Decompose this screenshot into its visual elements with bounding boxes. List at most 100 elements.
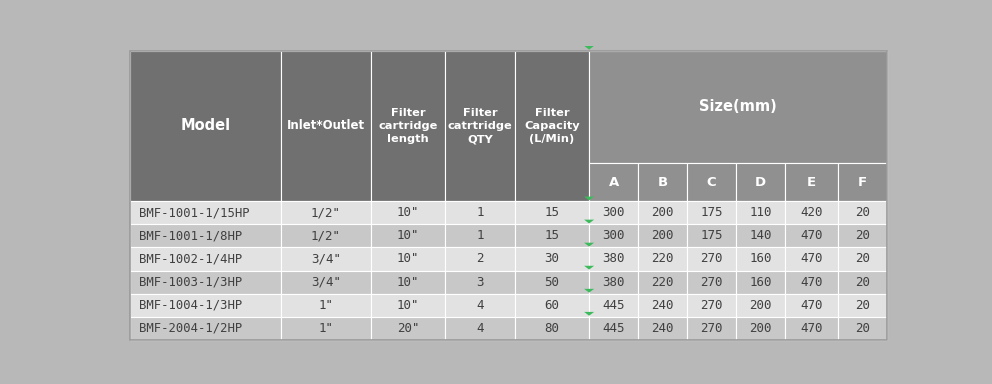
Bar	[445, 201, 515, 224]
Text: 175: 175	[700, 229, 723, 242]
Text: 1: 1	[476, 206, 484, 219]
Polygon shape	[584, 46, 594, 50]
Text: 60: 60	[545, 299, 559, 311]
Bar	[687, 317, 736, 340]
Text: 220: 220	[652, 252, 674, 265]
Bar	[445, 224, 515, 247]
Text: 470: 470	[801, 229, 822, 242]
Bar	[736, 201, 786, 224]
Text: 470: 470	[801, 276, 822, 288]
Bar	[130, 270, 281, 293]
Bar	[445, 270, 515, 293]
Text: 470: 470	[801, 299, 822, 311]
Bar	[589, 317, 638, 340]
Bar	[515, 224, 589, 247]
Text: BMF-1004-1/3HP: BMF-1004-1/3HP	[139, 299, 242, 311]
Bar	[445, 51, 515, 201]
Bar	[736, 224, 786, 247]
Text: 200: 200	[750, 322, 772, 335]
Text: D: D	[755, 175, 766, 189]
Text: 10": 10"	[397, 206, 420, 219]
Bar	[638, 317, 687, 340]
Text: Inlet*Outlet: Inlet*Outlet	[287, 119, 365, 132]
Text: 220: 220	[652, 276, 674, 288]
Bar	[589, 293, 638, 317]
Text: 270: 270	[700, 322, 723, 335]
Polygon shape	[584, 220, 594, 223]
Bar	[130, 51, 281, 201]
Text: 240: 240	[652, 322, 674, 335]
Bar	[515, 317, 589, 340]
Bar	[130, 317, 281, 340]
Bar	[786, 270, 837, 293]
Text: 4: 4	[476, 322, 484, 335]
Text: Filter
cartridge
length: Filter cartridge length	[379, 108, 437, 144]
Bar	[515, 51, 589, 201]
Text: 30: 30	[545, 252, 559, 265]
Text: 240: 240	[652, 299, 674, 311]
Text: 50: 50	[545, 276, 559, 288]
Bar	[130, 224, 281, 247]
Bar	[130, 247, 281, 270]
Text: 270: 270	[700, 276, 723, 288]
Polygon shape	[584, 266, 594, 270]
Text: 470: 470	[801, 322, 822, 335]
Bar	[371, 317, 445, 340]
Bar	[281, 224, 371, 247]
Text: 160: 160	[750, 276, 772, 288]
Bar	[589, 201, 638, 224]
Bar	[371, 293, 445, 317]
Text: 10": 10"	[397, 252, 420, 265]
Text: 300: 300	[602, 206, 625, 219]
Bar	[687, 293, 736, 317]
Text: 1/2": 1/2"	[310, 206, 341, 219]
Text: F: F	[857, 175, 867, 189]
Bar	[589, 270, 638, 293]
Text: 140: 140	[750, 229, 772, 242]
Bar	[638, 201, 687, 224]
Text: Size(mm): Size(mm)	[699, 99, 777, 114]
Text: BMF-1002-1/4HP: BMF-1002-1/4HP	[139, 252, 242, 265]
Bar	[515, 247, 589, 270]
Bar	[130, 201, 281, 224]
Text: 20: 20	[855, 206, 870, 219]
Bar	[445, 317, 515, 340]
Text: 175: 175	[700, 206, 723, 219]
Text: 10": 10"	[397, 276, 420, 288]
Text: 4: 4	[476, 299, 484, 311]
Polygon shape	[584, 243, 594, 247]
Bar	[638, 293, 687, 317]
Bar	[687, 224, 736, 247]
Text: 445: 445	[602, 322, 625, 335]
Text: 420: 420	[801, 206, 822, 219]
Bar	[515, 270, 589, 293]
Polygon shape	[584, 289, 594, 293]
Text: 20: 20	[855, 276, 870, 288]
Text: 270: 270	[700, 299, 723, 311]
Bar	[371, 224, 445, 247]
Bar	[371, 201, 445, 224]
Text: 160: 160	[750, 252, 772, 265]
Bar	[786, 224, 837, 247]
Bar	[786, 293, 837, 317]
Text: 20": 20"	[397, 322, 420, 335]
Text: 200: 200	[750, 299, 772, 311]
Text: 20: 20	[855, 322, 870, 335]
Text: 200: 200	[652, 206, 674, 219]
Bar	[837, 163, 887, 201]
Bar	[130, 293, 281, 317]
Text: 380: 380	[602, 276, 625, 288]
Text: Model: Model	[181, 118, 230, 133]
Polygon shape	[584, 197, 594, 200]
Bar	[736, 247, 786, 270]
Bar	[736, 293, 786, 317]
Bar	[638, 163, 687, 201]
Bar	[786, 201, 837, 224]
Text: 1: 1	[476, 229, 484, 242]
Bar	[837, 317, 887, 340]
Text: 3/4": 3/4"	[310, 276, 341, 288]
Text: 300: 300	[602, 229, 625, 242]
Bar	[837, 293, 887, 317]
Bar	[786, 163, 837, 201]
Bar	[589, 163, 638, 201]
